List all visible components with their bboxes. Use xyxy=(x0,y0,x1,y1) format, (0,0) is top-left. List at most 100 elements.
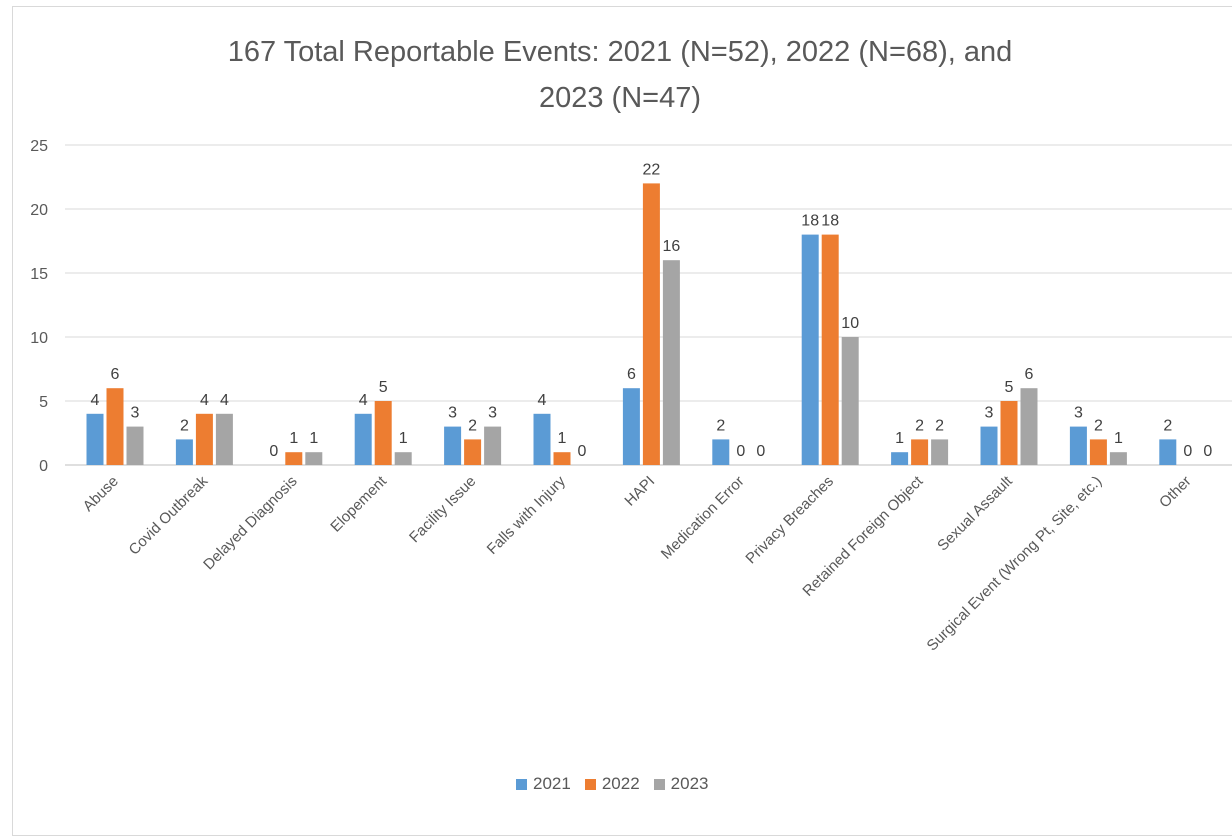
data-label-2021: 0 xyxy=(269,443,278,460)
data-label-2023: 16 xyxy=(663,238,681,255)
legend-item-2022: 2022 xyxy=(584,774,640,794)
data-label-2023: 3 xyxy=(488,405,497,422)
data-label-2021: 2 xyxy=(1163,417,1172,434)
bar-2022 xyxy=(821,234,839,465)
data-label-2022: 1 xyxy=(558,430,567,447)
bar-2022 xyxy=(464,439,482,465)
bar-2021 xyxy=(354,413,372,465)
data-label-2021: 3 xyxy=(1074,405,1083,422)
data-label-2023: 2 xyxy=(935,417,944,434)
bar-2021 xyxy=(1159,439,1177,465)
y-tick-label: 15 xyxy=(30,266,48,283)
bar-2021 xyxy=(801,234,819,465)
bar-2022 xyxy=(285,452,303,465)
data-label-2021: 3 xyxy=(985,405,994,422)
data-label-2023: 10 xyxy=(841,315,859,332)
data-label-2022: 18 xyxy=(821,213,839,230)
legend-item-2023: 2023 xyxy=(653,774,709,794)
data-label-2023: 0 xyxy=(1203,443,1212,460)
chart-title-line2: 2023 (N=47) xyxy=(538,82,702,114)
bar-2023 xyxy=(394,452,412,465)
bar-2023 xyxy=(662,260,680,465)
x-tick-label: Surgical Event (Wrong Pt, Site, etc.) xyxy=(924,473,1106,655)
y-tick-label: 5 xyxy=(39,394,48,411)
data-label-2023: 6 xyxy=(1025,366,1034,383)
bar-2022 xyxy=(1000,401,1018,465)
data-label-2023: 1 xyxy=(1114,430,1123,447)
x-tick-label: Falls with Injury xyxy=(484,472,569,557)
data-label-2021: 2 xyxy=(716,417,725,434)
legend-swatch-2022 xyxy=(584,778,596,790)
bar-2021 xyxy=(980,426,998,465)
bar-2021 xyxy=(622,388,640,465)
data-label-2023: 0 xyxy=(756,443,765,460)
chart-legend: 2021 2022 2023 xyxy=(516,774,708,794)
x-tick-label: Other xyxy=(1156,473,1195,512)
data-label-2023: 0 xyxy=(578,443,587,460)
data-label-2022: 0 xyxy=(1183,443,1192,460)
chart-title-line1: 167 Total Reportable Events: 2021 (N=52)… xyxy=(227,36,1013,68)
data-label-2022: 22 xyxy=(643,161,661,178)
data-label-2023: 1 xyxy=(399,430,408,447)
data-label-2021: 4 xyxy=(359,392,368,409)
y-tick-label: 0 xyxy=(39,458,48,475)
legend-item-2021: 2021 xyxy=(516,774,571,794)
data-label-2021: 1 xyxy=(895,430,904,447)
x-tick-label: Abuse xyxy=(80,473,122,515)
bar-2023 xyxy=(841,337,859,465)
data-label-2021: 4 xyxy=(91,392,100,409)
bar-2022 xyxy=(642,183,660,465)
data-label-2023: 3 xyxy=(131,405,140,422)
data-label-2022: 0 xyxy=(736,443,745,460)
bar-2021 xyxy=(1069,426,1087,465)
bar-2023 xyxy=(305,452,323,465)
data-label-2021: 2 xyxy=(180,417,189,434)
bar-2021 xyxy=(891,452,909,465)
bar-2023 xyxy=(1109,452,1127,465)
legend-label-2022: 2022 xyxy=(601,774,640,793)
x-tick-label: Privacy Breaches xyxy=(742,473,837,568)
x-tick-label: Elopement xyxy=(327,472,390,535)
data-label-2023: 1 xyxy=(309,430,318,447)
bar-2021 xyxy=(86,413,104,465)
data-label-2022: 2 xyxy=(915,417,924,434)
bar-2022 xyxy=(1089,439,1107,465)
bar-2022 xyxy=(911,439,929,465)
bar-2022 xyxy=(553,452,571,465)
x-tick-label: Delayed Diagnosis xyxy=(200,473,300,573)
bar-2023 xyxy=(931,439,949,465)
data-label-2021: 3 xyxy=(448,405,457,422)
bar-2021 xyxy=(444,426,462,465)
x-tick-label: HAPI xyxy=(621,473,658,510)
bar-2022 xyxy=(106,388,124,465)
y-tick-label: 25 xyxy=(30,138,48,155)
data-label-2021: 4 xyxy=(538,392,547,409)
bar-2022 xyxy=(374,401,392,465)
data-label-2022: 5 xyxy=(1005,379,1014,396)
x-tick-label: Facility Issue xyxy=(406,473,479,546)
data-label-2021: 6 xyxy=(627,366,636,383)
data-label-2023: 4 xyxy=(220,392,229,409)
bar-2021 xyxy=(533,413,551,465)
bar-2023 xyxy=(215,413,233,465)
y-tick-label: 20 xyxy=(30,202,48,219)
bar-2021 xyxy=(175,439,193,465)
x-tick-label: Sexual Assault xyxy=(934,472,1016,554)
data-label-2022: 4 xyxy=(200,392,209,409)
legend-swatch-2021 xyxy=(516,778,527,790)
data-label-2022: 6 xyxy=(111,366,120,383)
legend-label-2023: 2023 xyxy=(670,774,709,793)
bar-2023 xyxy=(1020,388,1038,465)
data-label-2022: 1 xyxy=(289,430,298,447)
x-tick-label: Medication Error xyxy=(658,473,748,563)
data-label-2021: 18 xyxy=(801,213,819,230)
legend-label-2021: 2021 xyxy=(533,774,571,793)
data-label-2022: 2 xyxy=(468,417,477,434)
legend-swatch-2023 xyxy=(653,778,665,790)
data-label-2022: 5 xyxy=(379,379,388,396)
bar-2023 xyxy=(126,426,144,465)
bar-2022 xyxy=(195,413,213,465)
x-tick-label: Covid Outbreak xyxy=(126,472,212,558)
bar-2023 xyxy=(484,426,502,465)
